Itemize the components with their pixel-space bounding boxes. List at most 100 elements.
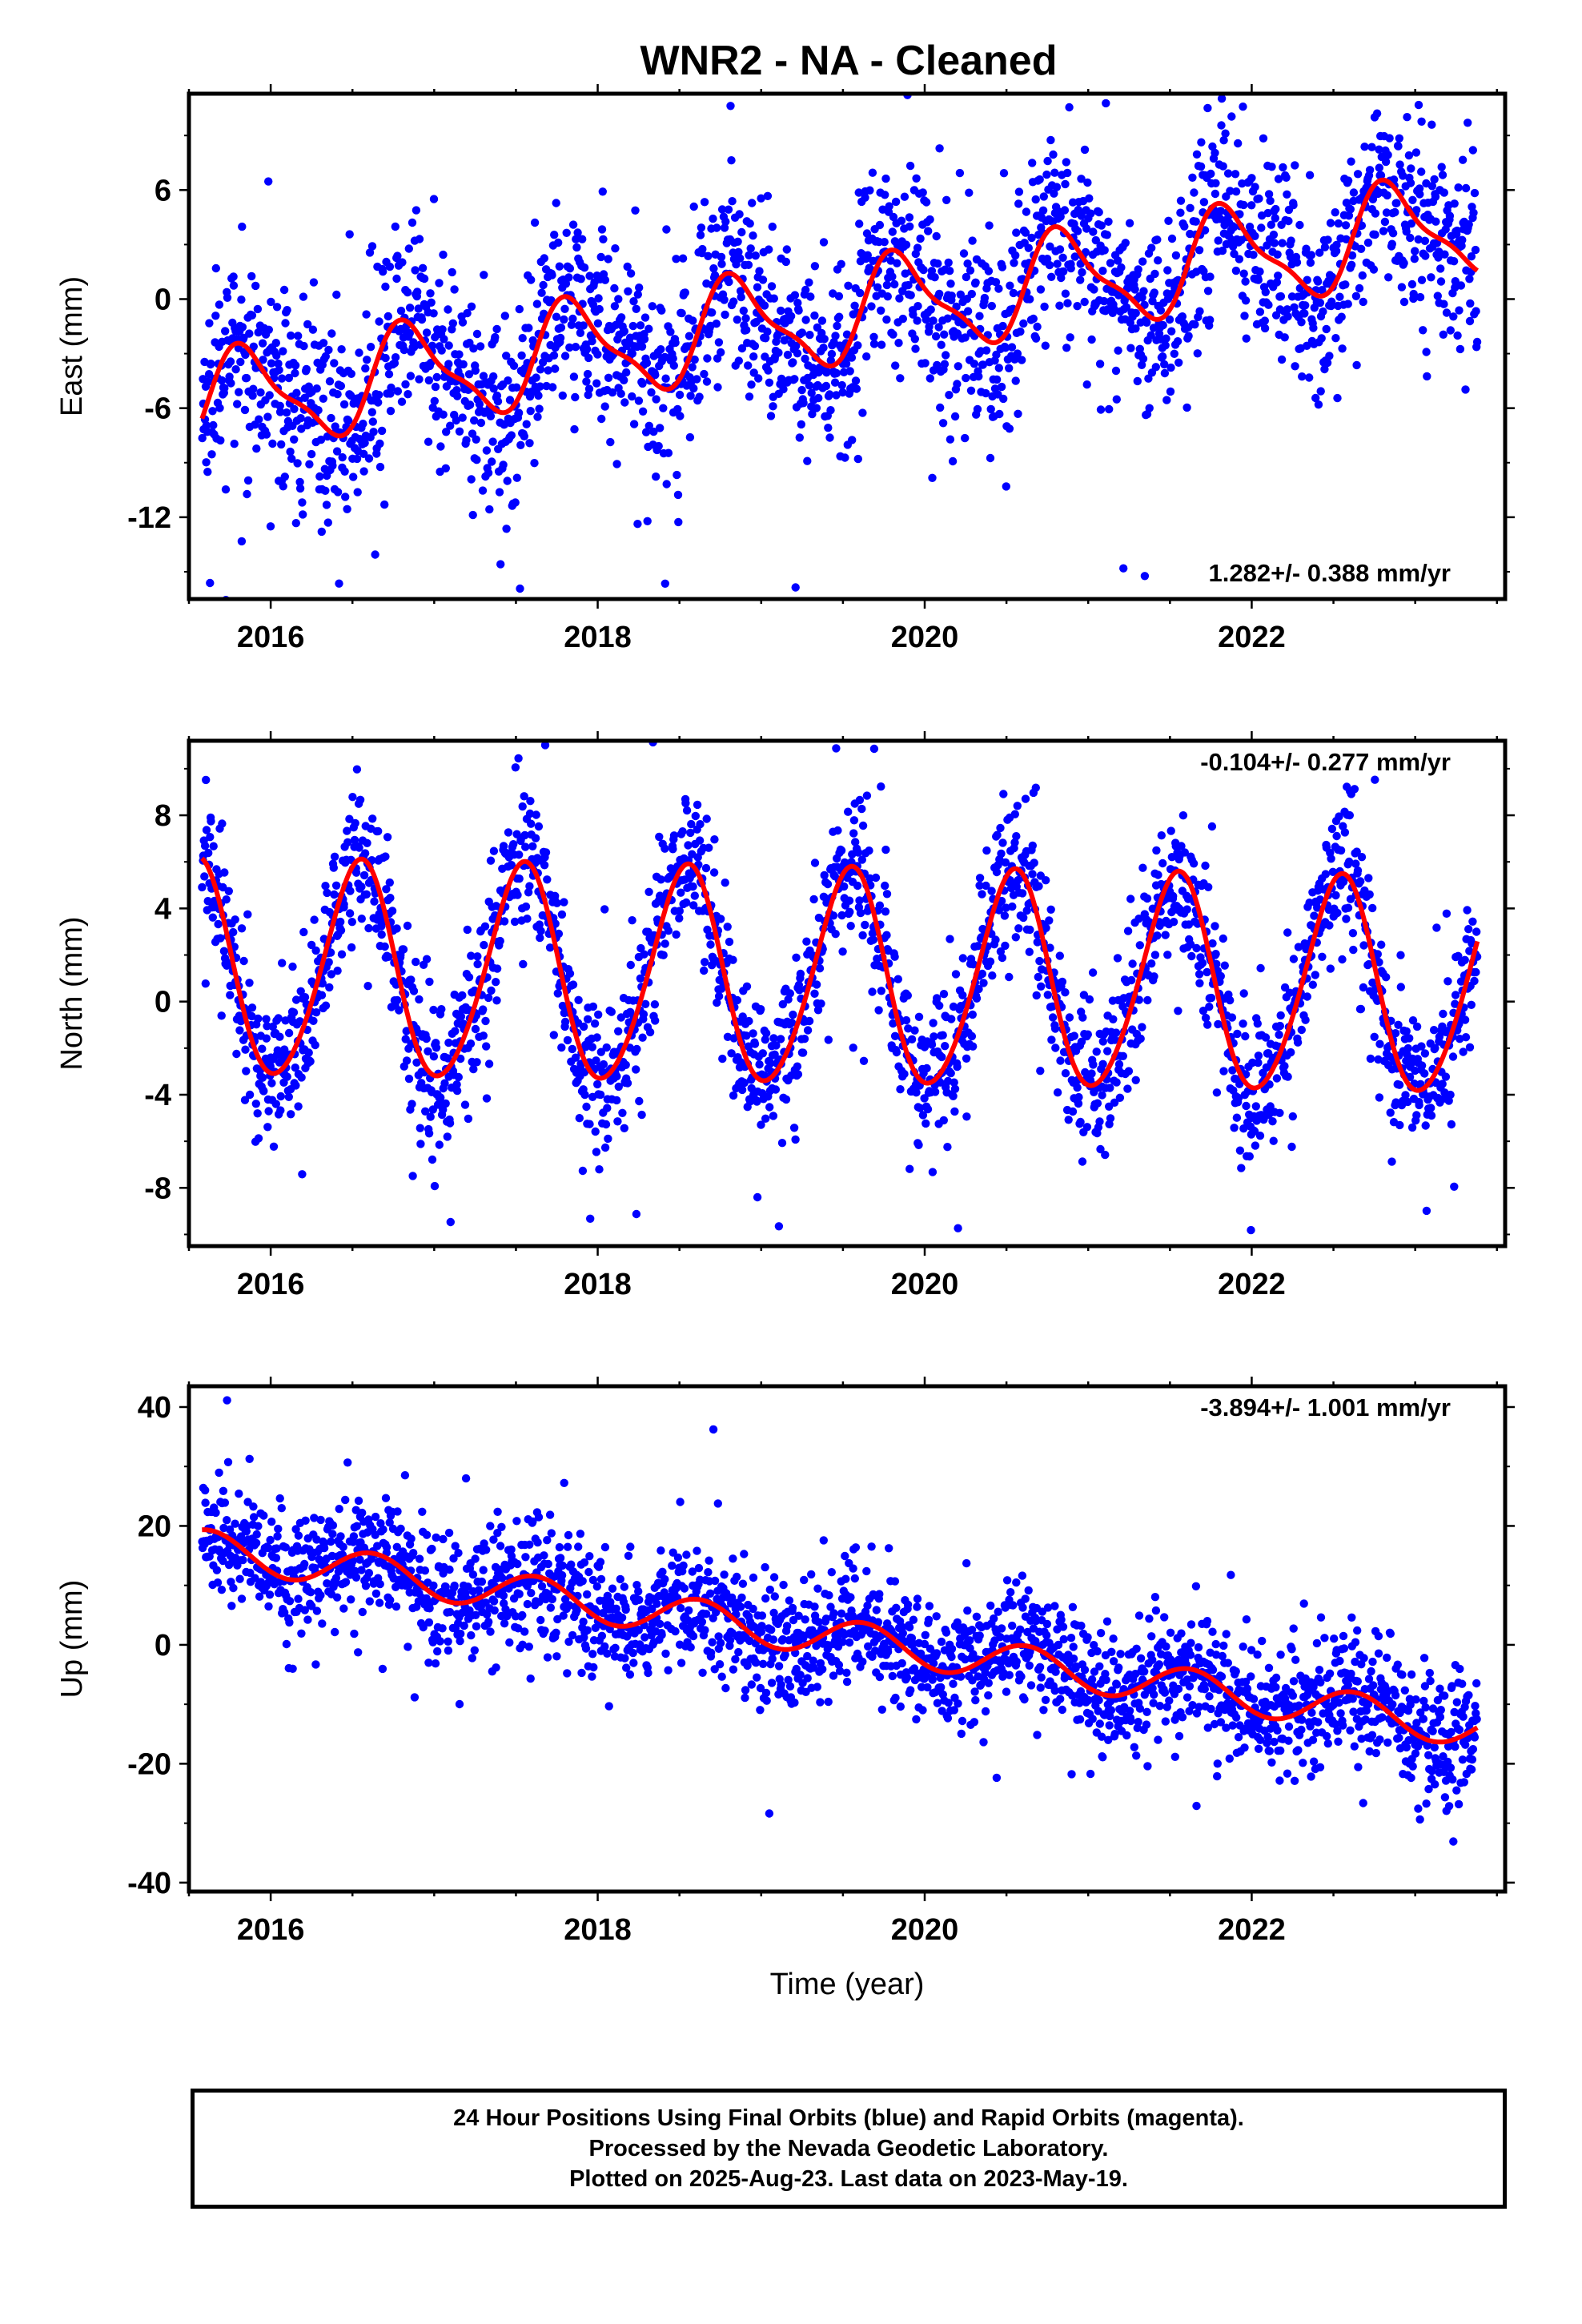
east-point [1078, 267, 1086, 277]
north-point [560, 898, 568, 907]
north-point [1287, 1142, 1296, 1152]
north-point [1448, 1052, 1458, 1061]
east-point [593, 350, 602, 359]
east-point [1083, 178, 1092, 187]
north-point [975, 881, 984, 891]
east-point [1450, 199, 1459, 208]
north-point [1311, 971, 1320, 979]
east-point [464, 370, 474, 379]
east-point [319, 339, 328, 348]
east-point [1320, 364, 1329, 374]
east-point [428, 341, 437, 350]
east-point [484, 468, 493, 477]
north-point [1289, 955, 1299, 963]
east-point [223, 293, 232, 302]
north-point [521, 842, 530, 851]
east-point [338, 452, 347, 462]
east-point [889, 212, 898, 222]
north-point [1136, 1034, 1145, 1043]
east-point [505, 396, 515, 404]
east-point [647, 388, 656, 397]
east-x-tick-label: 2022 [1218, 621, 1286, 654]
east-point [998, 321, 1007, 331]
north-point [524, 888, 533, 897]
north-point [893, 975, 903, 983]
north-point [769, 1112, 778, 1120]
north-point [464, 1114, 473, 1124]
north-point [1147, 959, 1156, 968]
east-point [1007, 343, 1017, 352]
east-point [1174, 358, 1183, 367]
north-point [1245, 1152, 1255, 1161]
east-point [556, 323, 566, 332]
north-point [253, 1109, 262, 1118]
east-point [247, 311, 257, 320]
north-point [311, 946, 320, 955]
north-point [675, 914, 684, 923]
north-point [845, 896, 854, 905]
north-point [318, 979, 327, 988]
north-point [998, 953, 1007, 963]
east-point [831, 332, 840, 340]
east-point [832, 368, 841, 378]
north-point [291, 1081, 300, 1090]
east-point [782, 245, 791, 254]
east-point [1138, 257, 1147, 266]
east-point [869, 332, 878, 341]
north-point [432, 1043, 441, 1052]
north-point [289, 1008, 299, 1017]
east-point [1055, 301, 1064, 310]
east-point [888, 272, 897, 281]
north-point [439, 1105, 448, 1115]
east-point [1006, 281, 1014, 290]
east-point [948, 456, 958, 466]
east-point [314, 406, 323, 415]
east-point [554, 238, 563, 247]
east-point [272, 351, 281, 360]
east-point [1456, 281, 1466, 290]
north-point [327, 970, 336, 979]
north-point [1093, 1099, 1102, 1108]
east-point [593, 319, 603, 328]
east-point [808, 364, 817, 372]
east-point [215, 404, 224, 412]
east-point [275, 365, 283, 375]
north-point [1087, 1069, 1096, 1078]
east-point [1349, 188, 1359, 197]
east-point [486, 412, 496, 420]
east-point [535, 404, 544, 413]
north-point [351, 818, 359, 828]
north-point [412, 1058, 421, 1068]
north-point [758, 1049, 767, 1058]
north-point [424, 1129, 434, 1138]
east-point [1235, 210, 1244, 219]
east-point [1371, 209, 1380, 218]
east-point [319, 394, 327, 403]
east-point [1301, 301, 1310, 310]
up-point [201, 1498, 210, 1507]
north-point [1226, 995, 1235, 1005]
east-point [877, 340, 886, 349]
north-point [1182, 905, 1191, 914]
north-point [220, 868, 229, 877]
north-point [504, 828, 513, 837]
north-point [661, 939, 669, 948]
east-point [1153, 235, 1162, 244]
north-point [309, 1016, 318, 1026]
north-point [492, 996, 501, 1005]
north-point [429, 1005, 438, 1015]
east-point [737, 292, 745, 302]
north-point [1235, 1080, 1244, 1088]
north-point [1013, 802, 1022, 810]
east-point [685, 432, 695, 442]
east-point [1077, 175, 1086, 183]
north-point [386, 894, 395, 903]
east-point [381, 282, 390, 292]
north-point [1082, 1123, 1092, 1132]
north-point [1294, 943, 1303, 951]
north-point [1412, 1022, 1422, 1031]
north-point [962, 1054, 971, 1063]
east-point [1031, 334, 1041, 343]
north-point [771, 1085, 781, 1094]
north-point [1111, 1028, 1121, 1037]
